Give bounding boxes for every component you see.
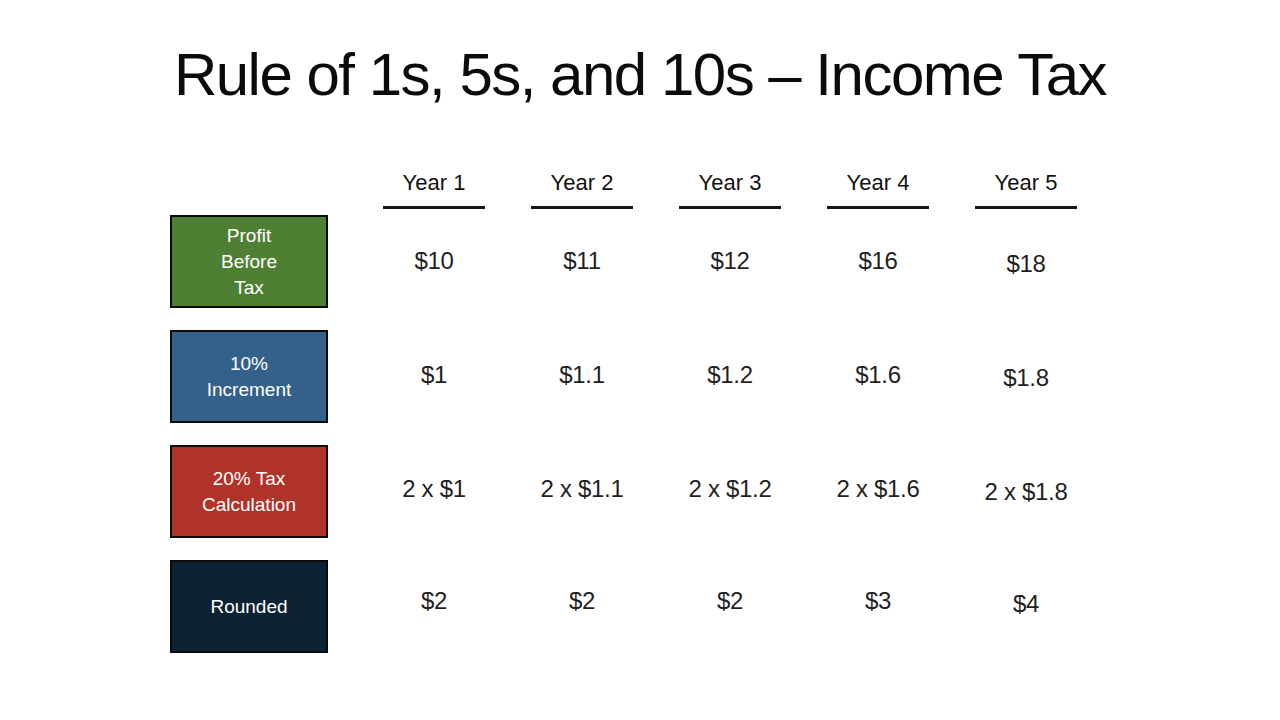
header-underline [827, 206, 929, 209]
column-header-label: Year 4 [847, 170, 910, 195]
table-header-row: Year 1 Year 2 Year 3 Year 4 Year 5 [360, 170, 1100, 209]
header-underline [383, 206, 485, 209]
header-underline [531, 206, 633, 209]
column-header-year-1: Year 1 [360, 170, 508, 209]
table-cell: $18 [952, 250, 1100, 278]
table-cell: 2 x $1.8 [952, 478, 1100, 506]
table-cell: $4 [952, 590, 1100, 618]
header-underline [975, 206, 1077, 209]
table-cell: $1 [360, 361, 508, 389]
slide: Rule of 1s, 5s, and 10s – Income Tax Yea… [0, 0, 1280, 720]
table-cell: $11 [508, 247, 656, 275]
table-cell: $3 [804, 587, 952, 615]
table-cell: $10 [360, 247, 508, 275]
table-cell: $2 [360, 587, 508, 615]
table-cell: $2 [508, 587, 656, 615]
slide-title: Rule of 1s, 5s, and 10s – Income Tax [0, 40, 1280, 109]
table-cell: $12 [656, 247, 804, 275]
table-cell: $2 [656, 587, 804, 615]
row-label-10-percent-increment: 10% Increment [170, 330, 328, 423]
column-header-label: Year 1 [403, 170, 466, 195]
table-cell: $1.1 [508, 361, 656, 389]
column-header-label: Year 2 [551, 170, 614, 195]
column-header-year-4: Year 4 [804, 170, 952, 209]
table-cell: $1.2 [656, 361, 804, 389]
header-underline [679, 206, 781, 209]
table-row-rounded: $2 $2 $2 $3 $4 [360, 587, 1100, 615]
table-cell: $16 [804, 247, 952, 275]
table-cell: $1.6 [804, 361, 952, 389]
table-row-20-percent-tax-calculation: 2 x $1 2 x $1.1 2 x $1.2 2 x $1.6 2 x $1… [360, 475, 1100, 503]
table-cell: 2 x $1 [360, 475, 508, 503]
row-label-profit-before-tax: Profit Before Tax [170, 215, 328, 308]
row-label-20-percent-tax-calculation: 20% Tax Calculation [170, 445, 328, 538]
column-header-year-2: Year 2 [508, 170, 656, 209]
column-header-year-3: Year 3 [656, 170, 804, 209]
row-label-rounded: Rounded [170, 560, 328, 653]
column-header-label: Year 3 [699, 170, 762, 195]
column-header-label: Year 5 [995, 170, 1058, 195]
table-cell: 2 x $1.2 [656, 475, 804, 503]
table-row-10-percent-increment: $1 $1.1 $1.2 $1.6 $1.8 [360, 361, 1100, 389]
table-cell: 2 x $1.6 [804, 475, 952, 503]
table-row-profit-before-tax: $10 $11 $12 $16 $18 [360, 247, 1100, 275]
table-cell: 2 x $1.1 [508, 475, 656, 503]
table-cell: $1.8 [952, 364, 1100, 392]
column-header-year-5: Year 5 [952, 170, 1100, 209]
